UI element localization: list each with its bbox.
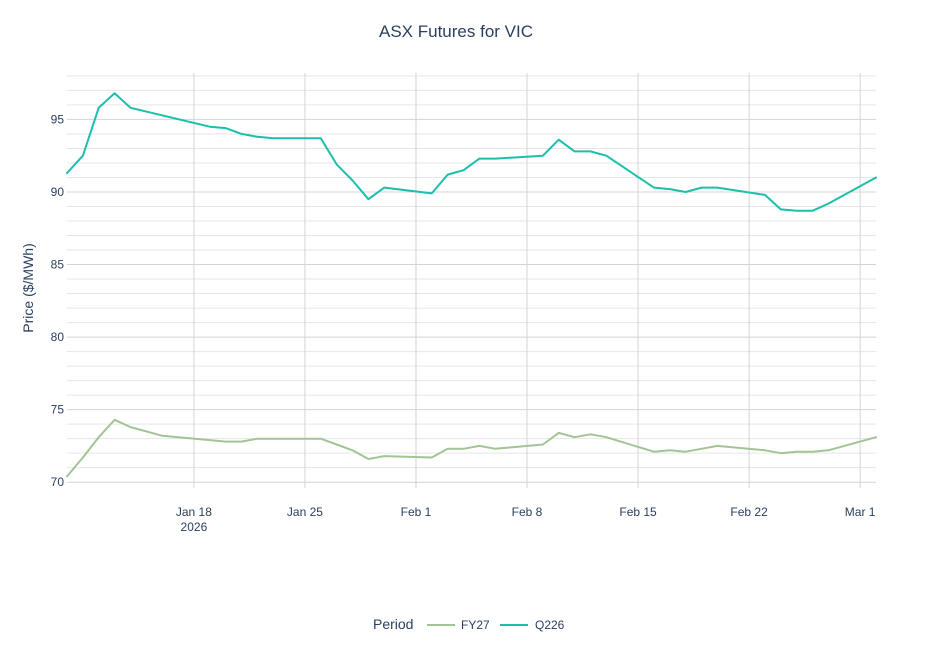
series-line-q226[interactable]: [66, 92, 877, 212]
chart-title: ASX Futures for VIC: [379, 22, 533, 41]
x-tick-label: Mar 1: [845, 505, 876, 519]
x-tick-label: Jan 18: [176, 505, 212, 519]
legend: Period FY27 Q226: [373, 616, 565, 632]
legend-label-q226: Q226: [535, 618, 565, 632]
y-axis-title: Price ($/MWh): [20, 243, 36, 332]
x-tick-label: Feb 1: [401, 505, 432, 519]
y-axis-ticks: 70 75 80 85 90 95: [51, 112, 65, 489]
x-tick-label: Jan 25: [287, 505, 323, 519]
x-tick-label: Feb 8: [512, 505, 543, 519]
y-tick-label: 95: [51, 112, 65, 126]
x-tick-sublabel: 2026: [181, 520, 208, 534]
y-tick-label: 85: [51, 258, 65, 272]
series-line-fy27[interactable]: [66, 418, 877, 478]
legend-item-fy27[interactable]: FY27: [427, 618, 490, 632]
legend-label-fy27: FY27: [461, 618, 490, 632]
y-tick-label: 80: [51, 330, 65, 344]
y-tick-label: 75: [51, 403, 65, 417]
legend-item-q226[interactable]: Q226: [500, 618, 565, 632]
y-tick-label: 90: [51, 185, 65, 199]
grid-lines: [67, 73, 876, 488]
series-lines: [66, 92, 877, 478]
y-tick-label: 70: [51, 475, 65, 489]
x-tick-label: Feb 22: [730, 505, 768, 519]
x-tick-label: Feb 15: [619, 505, 657, 519]
legend-title: Period: [373, 616, 413, 632]
